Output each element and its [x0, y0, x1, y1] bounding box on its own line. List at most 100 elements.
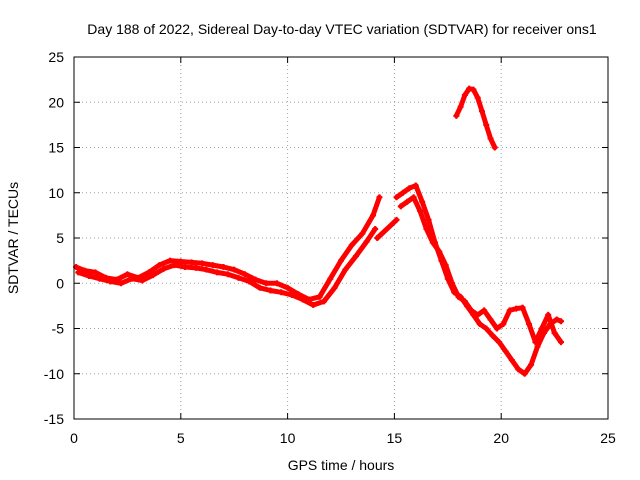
series-trace-d — [397, 194, 565, 346]
data-point — [393, 216, 400, 223]
data-point — [267, 287, 274, 294]
data-point — [96, 275, 103, 282]
data-point — [278, 289, 285, 296]
data-point — [156, 262, 163, 269]
data-point — [442, 262, 449, 269]
data-point — [483, 121, 490, 128]
data-point — [177, 258, 184, 265]
x-tick-label: 15 — [387, 430, 403, 446]
data-point — [502, 348, 509, 355]
data-point — [167, 257, 174, 264]
x-tick-label: 0 — [70, 430, 78, 446]
data-point — [461, 92, 468, 99]
data-point — [107, 278, 114, 285]
x-tick-label: 25 — [600, 430, 616, 446]
data-point — [370, 212, 377, 219]
data-point — [506, 307, 513, 314]
data-point — [453, 112, 460, 119]
data-point — [160, 265, 167, 272]
data-point — [532, 339, 539, 346]
data-point — [352, 253, 359, 260]
data-point — [558, 339, 565, 346]
data-point — [474, 311, 481, 318]
data-point — [493, 325, 500, 332]
data-point — [199, 260, 206, 267]
data-point — [476, 320, 483, 327]
y-tick-label: 25 — [48, 49, 64, 65]
data-point — [538, 325, 545, 332]
y-tick-label: -15 — [44, 411, 64, 427]
data-point — [75, 269, 82, 276]
data-point — [171, 262, 178, 269]
data-point — [376, 194, 383, 201]
data-point — [145, 269, 152, 276]
data-point — [246, 278, 253, 285]
data-point — [449, 280, 456, 287]
data-point — [487, 316, 494, 323]
y-tick-label: 0 — [56, 275, 64, 291]
data-point — [417, 207, 424, 214]
data-point — [513, 305, 520, 312]
data-point — [487, 135, 494, 142]
data-point — [320, 298, 327, 305]
data-point — [461, 298, 468, 305]
y-axis-label: SDTVAR / TECUs — [5, 182, 21, 294]
data-point — [203, 266, 210, 273]
data-point — [359, 230, 366, 237]
tick-labels: 0 5 10 15 20 25 25 20 15 10 5 0 -5 -10 -15 — [44, 49, 616, 446]
data-point — [256, 284, 263, 291]
data-point — [214, 269, 221, 276]
data-point — [124, 271, 131, 278]
data-point — [348, 242, 355, 249]
data-point — [545, 311, 552, 318]
y-tick-label: -10 — [44, 366, 64, 382]
data-point — [551, 330, 558, 337]
data-point — [455, 293, 462, 300]
x-tick-label: 20 — [493, 430, 509, 446]
data-point — [412, 182, 419, 189]
data-point — [252, 276, 259, 283]
data-point — [310, 301, 317, 308]
series-isolated — [374, 216, 400, 241]
data-point — [231, 266, 238, 273]
data-point — [534, 343, 541, 350]
series-trace-a — [73, 194, 383, 303]
data-point — [429, 239, 436, 246]
data-point — [468, 307, 475, 314]
chart-title: Day 188 of 2022, Sidereal Day-to-day VTE… — [87, 21, 597, 37]
series-trace-b — [75, 225, 379, 308]
data-point — [224, 271, 231, 278]
data-point — [192, 264, 199, 271]
data-point — [519, 304, 526, 311]
x-tick-label: 10 — [280, 430, 296, 446]
data-point — [288, 292, 295, 299]
data-point — [374, 235, 381, 241]
data-point — [521, 370, 528, 377]
data-point — [399, 189, 406, 196]
x-axis-label: GPS time / hours — [288, 457, 395, 473]
data-point — [273, 280, 280, 287]
data-point — [372, 225, 379, 232]
data-point — [553, 316, 560, 323]
data-point — [410, 194, 417, 201]
data-point — [470, 86, 477, 93]
data-point — [489, 332, 496, 339]
data-point — [299, 296, 306, 303]
data-point — [525, 320, 532, 327]
data-point — [331, 284, 338, 291]
data-point — [92, 269, 99, 276]
data-point — [209, 262, 216, 269]
data-point — [342, 266, 349, 273]
data-point — [419, 198, 426, 205]
series-trace — [374, 217, 399, 241]
data-point — [397, 203, 404, 210]
data-point — [393, 194, 400, 201]
data-point — [235, 274, 242, 281]
data-point — [128, 275, 135, 282]
data-point — [404, 198, 411, 205]
data-point — [316, 293, 323, 300]
data-point — [474, 94, 481, 101]
data-point — [491, 144, 498, 151]
data-point — [425, 216, 432, 223]
